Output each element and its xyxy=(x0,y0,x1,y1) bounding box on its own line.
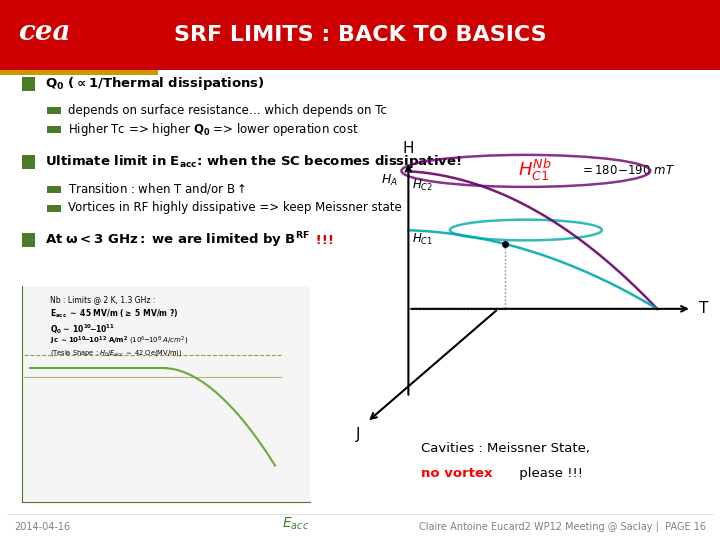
Text: $= 180\!-\!190\ mT$: $= 180\!-\!190\ mT$ xyxy=(580,164,675,177)
Bar xyxy=(47,126,61,133)
Text: Vortices in RF highly dissipative => keep Meissner state: Vortices in RF highly dissipative => kee… xyxy=(68,201,402,214)
Text: Cavities : Meissner State,: Cavities : Meissner State, xyxy=(421,442,590,455)
Text: $H_A$: $H_A$ xyxy=(381,173,398,188)
Text: $\mathbf{At\ \omega < 3\ GHz:\ we\ are\ limited\ by\ B^{RF}}$: $\mathbf{At\ \omega < 3\ GHz:\ we\ are\ … xyxy=(45,231,310,250)
Text: please !!!: please !!! xyxy=(515,467,582,480)
Bar xyxy=(0,70,158,75)
Text: cea: cea xyxy=(18,19,71,46)
Text: Transition : when T and/or B$\uparrow$: Transition : when T and/or B$\uparrow$ xyxy=(68,181,246,197)
Bar xyxy=(22,77,35,91)
Bar xyxy=(47,205,61,212)
Text: $\mathbf{Jc\ \sim 10^{10}\!\!-\!\!10^{12}\ A/m^2}$ $(10^6\!\!-\!\!10^8\ A/cm^2)$: $\mathbf{Jc\ \sim 10^{10}\!\!-\!\!10^{12… xyxy=(50,335,189,347)
Bar xyxy=(47,186,61,193)
Text: $H_{C2}$: $H_{C2}$ xyxy=(412,178,433,193)
Text: Nb : Limits @ 2 K, 1.3 GHz :: Nb : Limits @ 2 K, 1.3 GHz : xyxy=(50,295,156,304)
Text: $\mathbf{E_{acc}\ \sim\ 45\ MV/m\ (\geq\ 5\ MV/m\ ?)}$: $\mathbf{E_{acc}\ \sim\ 45\ MV/m\ (\geq\… xyxy=(50,308,179,320)
Text: Higher Tc => higher $\mathbf{Q_0}$ => lower operation cost: Higher Tc => higher $\mathbf{Q_0}$ => lo… xyxy=(68,121,359,138)
Text: $E_{acc}$: $E_{acc}$ xyxy=(282,516,309,532)
Bar xyxy=(22,155,35,169)
Text: no vortex: no vortex xyxy=(421,467,492,480)
Bar xyxy=(22,233,35,247)
Text: Claire Antoine Eucard2 WP12 Meeting @ Saclay |  PAGE 16: Claire Antoine Eucard2 WP12 Meeting @ Sa… xyxy=(418,521,706,532)
Text: T: T xyxy=(698,301,708,316)
Text: $\mathbf{Ultimate\ limit\ in\ E_{acc}}$: $\mathbf{when\ the\ SC\ becomes\ dissip: $\mathbf{Ultimate\ limit\ in\ E_{acc}}$:… xyxy=(45,153,462,171)
Text: $\mathit{H_{C1}^{Nb}}$: $\mathit{H_{C1}^{Nb}}$ xyxy=(518,157,552,183)
Bar xyxy=(0,0,720,70)
Text: $\mathbf{Q_0\ (\propto 1/Thermal\ dissipations)}$: $\mathbf{Q_0\ (\propto 1/Thermal\ dissip… xyxy=(45,75,264,92)
Text: $H_{C1}$: $H_{C1}$ xyxy=(412,232,433,247)
Text: 2014-04-16: 2014-04-16 xyxy=(14,522,71,531)
Text: !!!: !!! xyxy=(311,234,334,247)
Text: $\mathbf{Q_0\sim\ 10^{10}\!\!-\!\!10^{11}}$: $\mathbf{Q_0\sim\ 10^{10}\!\!-\!\!10^{11… xyxy=(50,322,115,336)
Text: H: H xyxy=(402,141,414,156)
Text: depends on surface resistance… which depends on Tc: depends on surface resistance… which dep… xyxy=(68,104,387,117)
Text: (Tesla Shape : $H_0/E_{acc}\ \sim$ 42 Oe(MV/m)): (Tesla Shape : $H_0/E_{acc}\ \sim$ 42 Oe… xyxy=(50,348,183,358)
Bar xyxy=(47,107,61,114)
Text: SRF LIMITS : BACK TO BASICS: SRF LIMITS : BACK TO BASICS xyxy=(174,25,546,45)
Text: J: J xyxy=(356,427,360,442)
